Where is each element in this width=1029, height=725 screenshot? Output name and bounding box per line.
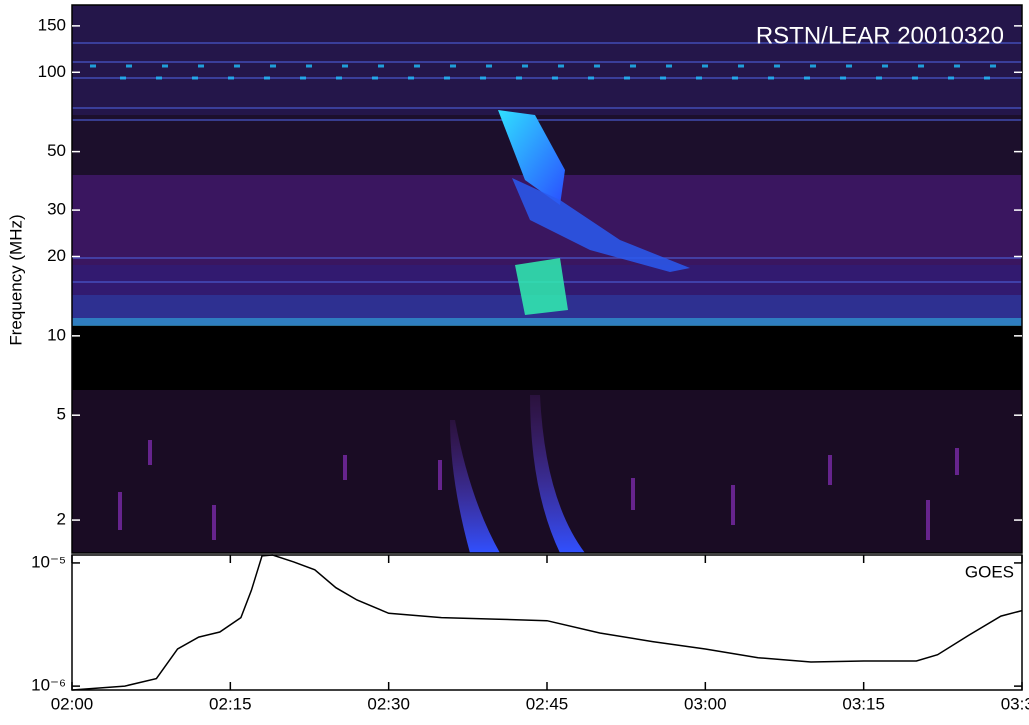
- y-tick-label: 2: [57, 510, 66, 529]
- y-tick-label: 150: [38, 15, 66, 34]
- x-tick-label: 02:00: [51, 694, 94, 713]
- y-tick-label: 10: [47, 325, 66, 344]
- spectrogram-image: [71, 4, 1023, 554]
- legend-label: GOES: [965, 562, 1014, 581]
- x-tick-label: 02:15: [209, 694, 252, 713]
- x-tick-label: 02:45: [526, 694, 569, 713]
- goes-line: [71, 554, 1023, 691]
- x-tick-label: 02:30: [367, 694, 410, 713]
- y-tick-label: 10⁻⁵: [31, 552, 66, 571]
- y-tick-label: 10⁻⁶: [31, 676, 66, 695]
- y-tick-label: 30: [47, 200, 66, 219]
- x-tick-label: 03:00: [684, 694, 727, 713]
- y-tick-label: 20: [47, 246, 66, 265]
- x-tick-label: 03:15: [842, 694, 885, 713]
- goes-frame: [71, 554, 1023, 691]
- chart-title: RSTN/LEAR 20010320: [756, 22, 1004, 49]
- y-axis-label: Frequency (MHz): [6, 214, 25, 345]
- y-tick-label: 50: [47, 141, 66, 160]
- x-tick-label: 03:30: [1001, 694, 1029, 713]
- y-tick-label: 100: [38, 62, 66, 81]
- y-tick-label: 5: [57, 405, 66, 424]
